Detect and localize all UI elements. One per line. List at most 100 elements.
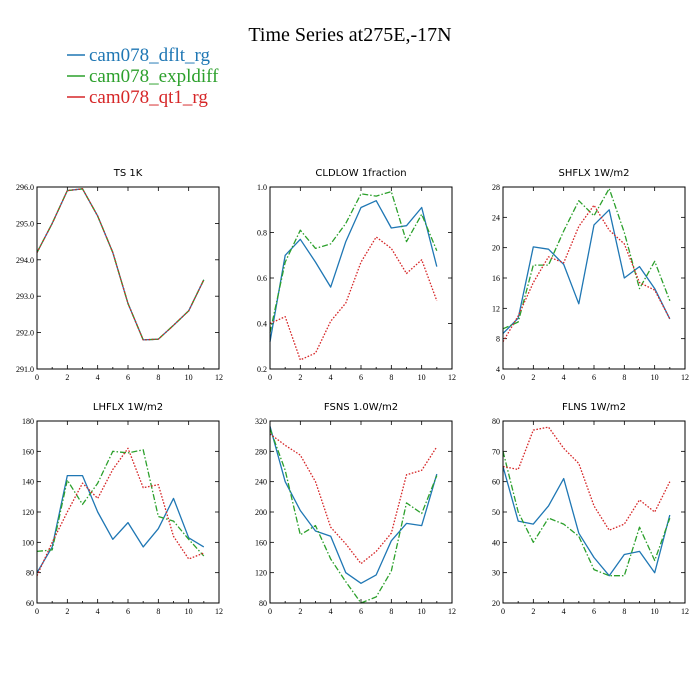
y-tick-label: 295.0 (16, 219, 34, 228)
x-tick-label: 0 (35, 373, 39, 382)
chart-panel: TS 1K 0 2 4 6 8 10 12 291.0 292.0 293.0 294.0 295.0 2… (16, 168, 223, 382)
x-tick-label: 12 (215, 607, 223, 616)
x-tick-label: 0 (501, 607, 505, 616)
x-tick-label: 2 (298, 607, 302, 616)
panel-title: SHFLX 1W/m2 (559, 168, 630, 179)
y-tick-label: 120 (255, 569, 267, 578)
y-tick-label: 60 (26, 599, 34, 608)
x-tick-label: 2 (531, 607, 535, 616)
plot-frame (36, 186, 220, 370)
legend: cam078_dflt_rg cam078_expldiff cam078_qt… (67, 45, 219, 108)
legend-entry: cam078_qt1_rg (67, 87, 208, 108)
panel-title: TS 1K (113, 168, 143, 179)
x-tick-label: 12 (215, 373, 223, 382)
legend-label: cam078_qt1_rg (89, 87, 208, 108)
y-tick-label: 140 (22, 478, 34, 487)
y-tick-label: 0.4 (257, 320, 267, 329)
x-tick-label: 4 (562, 607, 566, 616)
chart-panel: FSNS 1.0W/m2 0 2 4 6 8 10 12 80 120 160 200 240 280 32… (255, 402, 456, 616)
series-line (502, 187, 671, 330)
y-tick-label: 293.0 (16, 292, 34, 301)
series-line (269, 428, 438, 604)
legend-entry: cam078_expldiff (67, 66, 219, 87)
panel-title: CLDLOW 1fraction (315, 168, 406, 179)
y-tick-label: 0.2 (257, 365, 267, 374)
y-tick-label: 0.6 (257, 274, 267, 283)
x-tick-label: 8 (622, 373, 626, 382)
series-line (269, 190, 438, 333)
series-line (36, 449, 205, 557)
series-line (269, 200, 438, 342)
x-tick-label: 4 (96, 373, 100, 382)
y-tick-label: 160 (22, 447, 34, 456)
x-tick-label: 6 (592, 607, 596, 616)
y-tick-label: 24 (492, 213, 500, 222)
chart-panel: LHFLX 1W/m2 0 2 4 6 8 10 12 60 80 100 120 140 160 180 (22, 402, 223, 616)
series-line (269, 433, 438, 565)
y-tick-label: 292.0 (16, 329, 34, 338)
plot-frame (502, 186, 686, 370)
panel-title: FSNS 1.0W/m2 (324, 402, 398, 413)
x-tick-label: 8 (389, 373, 393, 382)
x-tick-label: 2 (65, 607, 69, 616)
y-tick-label: 291.0 (16, 365, 34, 374)
y-tick-label: 20 (492, 599, 500, 608)
x-tick-label: 8 (389, 607, 393, 616)
y-tick-label: 296.0 (16, 183, 34, 192)
plot-frame (269, 420, 453, 604)
series-line (36, 188, 205, 341)
series-line (36, 447, 205, 576)
series-line (36, 188, 205, 341)
series-line (269, 426, 438, 584)
y-tick-label: 160 (255, 538, 267, 547)
x-tick-label: 0 (501, 373, 505, 382)
x-tick-label: 6 (126, 607, 130, 616)
legend-label: cam078_expldiff (89, 66, 219, 87)
panel-title: FLNS 1W/m2 (562, 402, 626, 413)
y-tick-label: 80 (26, 569, 34, 578)
y-tick-label: 320 (255, 417, 267, 426)
x-tick-label: 0 (268, 607, 272, 616)
x-tick-label: 12 (681, 607, 689, 616)
figure-title: Time Series at275E,-17N (248, 24, 451, 46)
x-tick-label: 10 (418, 607, 426, 616)
panels: TS 1K0 2 4 6 8 10 12291.0292.0293.0294.0295.02… (16, 168, 689, 616)
series-line (502, 204, 671, 343)
y-tick-label: 16 (492, 274, 500, 283)
x-tick-label: 2 (531, 373, 535, 382)
x-tick-label: 4 (562, 373, 566, 382)
x-tick-label: 8 (156, 373, 160, 382)
y-tick-label: 120 (22, 508, 34, 517)
y-tick-label: 4 (496, 365, 500, 374)
y-tick-label: 180 (22, 417, 34, 426)
x-tick-label: 4 (329, 373, 333, 382)
series-line (502, 426, 671, 531)
x-tick-label: 0 (35, 607, 39, 616)
series-line (502, 451, 671, 577)
panel-title: LHFLX 1W/m2 (93, 402, 163, 413)
y-tick-label: 80 (492, 417, 500, 426)
plot-frame (36, 420, 220, 604)
legend-entry: cam078_dflt_rg (67, 45, 211, 66)
series-line (36, 188, 205, 341)
plot-frame (502, 420, 686, 604)
y-tick-label: 12 (492, 304, 500, 313)
legend-label: cam078_dflt_rg (89, 45, 211, 66)
y-tick-label: 40 (492, 538, 500, 547)
y-tick-label: 30 (492, 569, 500, 578)
chart-panel: FLNS 1W/m2 0 2 4 6 8 10 12 20 30 40 50 60 70 80 (492, 402, 689, 616)
x-tick-label: 4 (329, 607, 333, 616)
y-tick-label: 60 (492, 478, 500, 487)
series-line (269, 236, 438, 361)
y-tick-label: 240 (255, 478, 267, 487)
y-tick-label: 280 (255, 447, 267, 456)
x-tick-label: 8 (156, 607, 160, 616)
x-tick-label: 10 (185, 373, 193, 382)
y-tick-label: 0.8 (257, 229, 267, 238)
x-tick-label: 6 (126, 373, 130, 382)
x-tick-label: 10 (185, 607, 193, 616)
series-line (36, 474, 205, 574)
y-tick-label: 28 (492, 183, 500, 192)
y-tick-label: 20 (492, 244, 500, 253)
